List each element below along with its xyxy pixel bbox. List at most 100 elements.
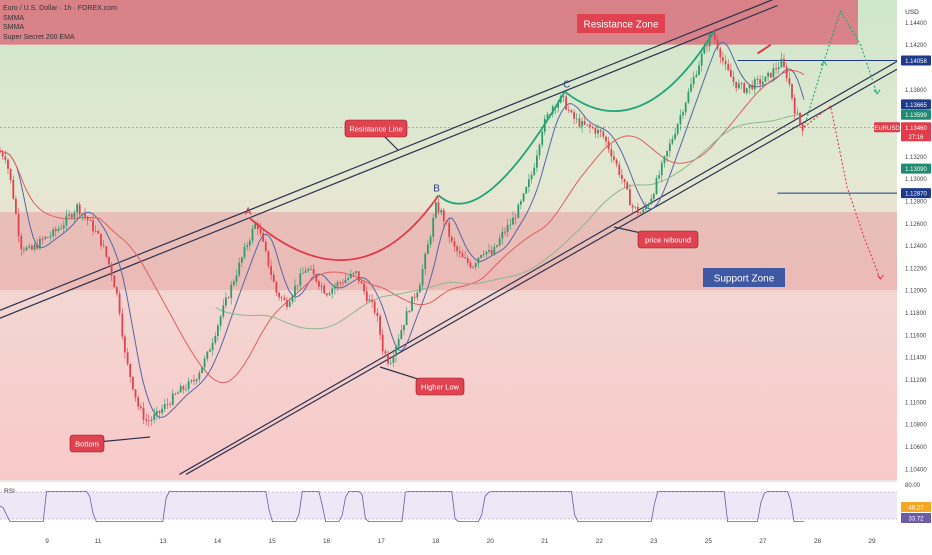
candle-body[interactable] bbox=[578, 118, 581, 127]
candle-body[interactable] bbox=[775, 68, 777, 70]
candle-body[interactable] bbox=[666, 151, 668, 157]
candle-body[interactable] bbox=[209, 349, 211, 352]
candle-body[interactable] bbox=[453, 241, 456, 247]
indicator-ema-200[interactable]: Super Secret 200 EMA bbox=[3, 33, 75, 41]
candle-body[interactable] bbox=[326, 293, 328, 296]
candle-body[interactable] bbox=[105, 246, 108, 257]
candle-body[interactable] bbox=[193, 380, 195, 382]
candle-body[interactable] bbox=[174, 393, 177, 395]
candle-body[interactable] bbox=[791, 84, 793, 99]
candle-body[interactable] bbox=[658, 175, 660, 179]
candle-body[interactable] bbox=[753, 79, 756, 90]
candle-body[interactable] bbox=[100, 233, 102, 246]
candle-body[interactable] bbox=[745, 88, 748, 93]
candle-body[interactable] bbox=[575, 118, 578, 120]
candle-body[interactable] bbox=[286, 300, 288, 307]
support-line-lower[interactable] bbox=[185, 68, 898, 475]
rsi-line[interactable] bbox=[0, 491, 804, 522]
cup-curve-green-left[interactable] bbox=[437, 91, 566, 205]
candle-body[interactable] bbox=[217, 325, 219, 336]
candle-body[interactable] bbox=[533, 167, 536, 176]
candle-body[interactable] bbox=[52, 229, 55, 237]
candle-body[interactable] bbox=[480, 255, 482, 258]
candle-body[interactable] bbox=[512, 217, 514, 225]
candle-body[interactable] bbox=[698, 65, 700, 75]
candle-body[interactable] bbox=[219, 316, 222, 326]
candle-body[interactable] bbox=[190, 380, 193, 382]
resistance-zone[interactable] bbox=[0, 0, 858, 45]
candle-body[interactable] bbox=[363, 283, 365, 292]
candle-body[interactable] bbox=[684, 102, 687, 113]
candle-body[interactable] bbox=[759, 79, 761, 85]
candle-body[interactable] bbox=[756, 79, 759, 80]
candle-body[interactable] bbox=[488, 250, 490, 252]
smma-fast-line[interactable] bbox=[0, 42, 805, 418]
candle-body[interactable] bbox=[248, 240, 251, 246]
projection-down-path[interactable] bbox=[803, 105, 881, 280]
candle-body[interactable] bbox=[235, 275, 238, 282]
candle-body[interactable] bbox=[355, 271, 357, 273]
candle-body[interactable] bbox=[700, 53, 703, 66]
price-marker[interactable]: 1.13599 bbox=[901, 109, 931, 120]
price-marker[interactable]: 27:16 bbox=[901, 131, 931, 142]
candle-body[interactable] bbox=[442, 210, 445, 221]
candle-body[interactable] bbox=[116, 287, 118, 294]
candle-body[interactable] bbox=[169, 403, 171, 405]
candle-body[interactable] bbox=[60, 228, 62, 229]
candle-body[interactable] bbox=[331, 288, 334, 294]
candle-body[interactable] bbox=[652, 194, 655, 199]
candle-body[interactable] bbox=[586, 124, 589, 126]
candle-body[interactable] bbox=[613, 156, 615, 160]
candle-body[interactable] bbox=[134, 389, 137, 398]
candle-body[interactable] bbox=[126, 352, 129, 364]
candle-body[interactable] bbox=[748, 84, 751, 89]
candle-body[interactable] bbox=[78, 204, 81, 215]
candle-body[interactable] bbox=[28, 246, 31, 248]
cup-curve-red[interactable] bbox=[248, 194, 440, 262]
candle-body[interactable] bbox=[751, 84, 754, 90]
smma-slow-line[interactable] bbox=[0, 70, 805, 384]
candle-body[interactable] bbox=[110, 264, 113, 276]
candle-body[interactable] bbox=[432, 217, 435, 237]
candle-body[interactable] bbox=[464, 257, 466, 259]
candle-body[interactable] bbox=[272, 274, 275, 282]
candle-body[interactable] bbox=[211, 343, 214, 350]
candle-body[interactable] bbox=[482, 254, 485, 256]
candle-body[interactable] bbox=[469, 262, 472, 268]
candle-body[interactable] bbox=[437, 202, 440, 213]
candle-body[interactable] bbox=[785, 66, 788, 79]
candle-body[interactable] bbox=[461, 253, 464, 258]
candle-body[interactable] bbox=[594, 128, 597, 134]
candle-body[interactable] bbox=[360, 281, 363, 284]
candle-body[interactable] bbox=[137, 397, 140, 407]
price-marker[interactable]: 1.13090 bbox=[901, 163, 931, 174]
candle-body[interactable] bbox=[121, 313, 124, 337]
candle-body[interactable] bbox=[182, 386, 185, 390]
candle-body[interactable] bbox=[227, 297, 230, 299]
candle-body[interactable] bbox=[735, 81, 738, 89]
candle-body[interactable] bbox=[264, 241, 267, 251]
candle-body[interactable] bbox=[203, 358, 206, 368]
candle-body[interactable] bbox=[339, 282, 342, 284]
candle-body[interactable] bbox=[780, 58, 783, 68]
candle-body[interactable] bbox=[225, 297, 227, 306]
candle-body[interactable] bbox=[692, 77, 695, 85]
candle-body[interactable] bbox=[597, 129, 599, 134]
candle-body[interactable] bbox=[411, 296, 413, 312]
candle-body[interactable] bbox=[7, 159, 9, 169]
indicator-smma-1[interactable]: SMMA bbox=[3, 14, 24, 22]
candle-body[interactable] bbox=[738, 83, 740, 89]
candle-body[interactable] bbox=[371, 299, 373, 302]
candle-body[interactable] bbox=[299, 273, 302, 286]
candle-body[interactable] bbox=[39, 238, 41, 249]
candle-body[interactable] bbox=[352, 272, 355, 274]
candle-body[interactable] bbox=[466, 258, 469, 263]
candle-body[interactable] bbox=[179, 386, 182, 393]
candle-body[interactable] bbox=[445, 220, 448, 223]
candle-body[interactable] bbox=[626, 182, 629, 190]
candle-body[interactable] bbox=[599, 129, 602, 132]
price-marker[interactable]: 1.13460 bbox=[901, 122, 931, 133]
candle-body[interactable] bbox=[642, 209, 645, 214]
candle-body[interactable] bbox=[676, 124, 679, 134]
